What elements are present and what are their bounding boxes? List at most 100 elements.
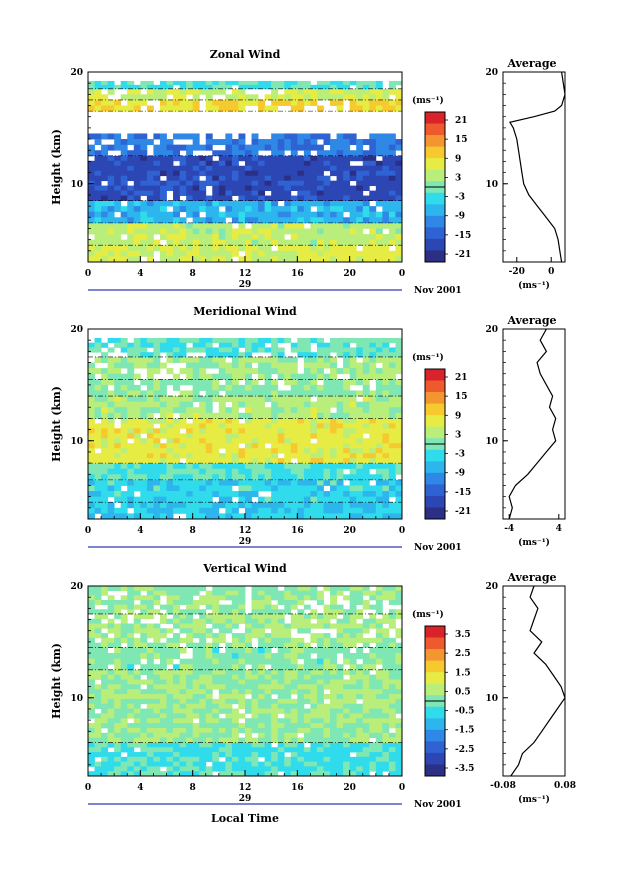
heatmap-cell — [356, 401, 364, 408]
heatmap-cell — [166, 727, 174, 734]
heatmap-cell — [356, 623, 364, 629]
heatmap-cell — [101, 513, 109, 520]
heatmap-cell — [179, 502, 187, 509]
heatmap-cell — [245, 752, 252, 758]
heatmap-cell — [179, 379, 187, 386]
heatmap-cell — [258, 669, 266, 676]
heatmap-cell — [395, 642, 403, 648]
heatmap-cell — [375, 642, 383, 648]
heatmap-cell — [179, 613, 187, 620]
profile-unit: (ms⁻¹) — [518, 280, 550, 291]
heatmap-cell — [120, 222, 128, 229]
heatmap-cell — [264, 200, 272, 207]
heatmap-cell — [179, 664, 187, 671]
colorbar-segment — [425, 649, 445, 662]
heatmap-cell — [212, 412, 220, 419]
heatmap-cell — [153, 94, 161, 101]
heatmap-cell — [94, 599, 102, 606]
heatmap-cell — [186, 664, 194, 671]
heatmap-cell — [199, 713, 207, 719]
heatmap-cell — [146, 513, 154, 520]
heatmap-cell — [166, 463, 174, 470]
colorbar-segment — [425, 392, 445, 405]
heatmap-cell — [101, 623, 109, 629]
heatmap-cell — [284, 623, 292, 629]
heatmap-cell — [88, 217, 95, 224]
heatmap-cell — [133, 618, 141, 624]
heatmap-cell — [107, 438, 115, 444]
heatmap-cell — [369, 766, 377, 772]
heatmap-cell — [133, 698, 141, 705]
heatmap-cell — [159, 379, 167, 386]
heatmap-cell — [336, 468, 344, 475]
heatmap-cell — [369, 604, 377, 610]
heatmap-cell — [336, 586, 344, 592]
heatmap-cell — [349, 507, 357, 514]
x-tick-label: 20 — [343, 269, 356, 279]
heatmap-cell — [343, 737, 351, 743]
heatmap-cell — [284, 507, 292, 514]
x-axis-label: Local Time — [211, 812, 279, 825]
heatmap-cell — [238, 458, 246, 464]
heatmap-cell — [245, 250, 252, 257]
heatmap-cell — [369, 239, 377, 246]
heatmap-cell — [88, 384, 95, 391]
heatmap-cell — [284, 708, 292, 714]
heatmap-cell — [375, 352, 383, 358]
heatmap-cell — [277, 170, 285, 177]
heatmap-cell — [88, 684, 95, 690]
heatmap-cell — [94, 463, 102, 470]
heatmap-cell — [166, 458, 174, 464]
heatmap-cell — [101, 458, 109, 464]
heatmap-cell — [258, 752, 266, 758]
heatmap-cell — [192, 684, 200, 690]
heatmap-cell — [356, 703, 364, 709]
heatmap-cell — [369, 647, 377, 654]
heatmap-cell — [277, 618, 285, 624]
heatmap-cell — [343, 342, 351, 348]
heatmap-cell — [297, 144, 305, 151]
heatmap-cell — [166, 653, 174, 660]
heatmap-cell — [303, 496, 311, 503]
heatmap-cell — [388, 379, 396, 386]
heatmap-cell — [258, 485, 266, 492]
heatmap-cell — [349, 80, 357, 86]
heatmap-cell — [303, 368, 311, 375]
heatmap-cell — [264, 234, 272, 241]
colorbar-tick-label: 15 — [455, 392, 468, 402]
heatmap-cell — [362, 637, 370, 644]
heatmap-cell — [369, 698, 377, 705]
heatmap-cell — [225, 443, 233, 449]
heatmap-cell — [375, 228, 383, 235]
heatmap-cell — [212, 599, 220, 606]
heatmap-cell — [323, 139, 331, 146]
heatmap-cell — [356, 443, 364, 449]
heatmap-cell — [140, 228, 148, 235]
heatmap-cell — [205, 679, 213, 685]
heatmap-cell — [395, 479, 403, 486]
heatmap-cell — [382, 190, 390, 196]
heatmap-cell — [290, 170, 298, 177]
heatmap-cell — [388, 390, 396, 397]
colorbar-segment — [425, 238, 445, 251]
heatmap-cell — [107, 618, 115, 624]
heatmap-cell — [271, 94, 279, 101]
heatmap-cell — [127, 468, 135, 475]
heatmap-cell — [146, 679, 154, 685]
heatmap-cell — [101, 496, 109, 503]
heatmap-cell — [343, 80, 351, 86]
heatmap-cell — [362, 642, 370, 648]
heatmap-cell — [316, 368, 324, 375]
heatmap-cell — [382, 474, 390, 481]
heatmap-cell — [212, 463, 220, 470]
heatmap-cell — [114, 165, 122, 172]
heatmap-cell — [369, 423, 377, 429]
heatmap-cell — [107, 698, 115, 705]
heatmap-cell — [303, 694, 311, 700]
heatmap-cell — [336, 448, 344, 454]
heatmap-cell — [146, 664, 154, 671]
heatmap-cell — [369, 373, 377, 380]
heatmap-cell — [101, 689, 109, 695]
heatmap-cell — [375, 144, 383, 151]
heatmap-cell — [94, 180, 102, 187]
